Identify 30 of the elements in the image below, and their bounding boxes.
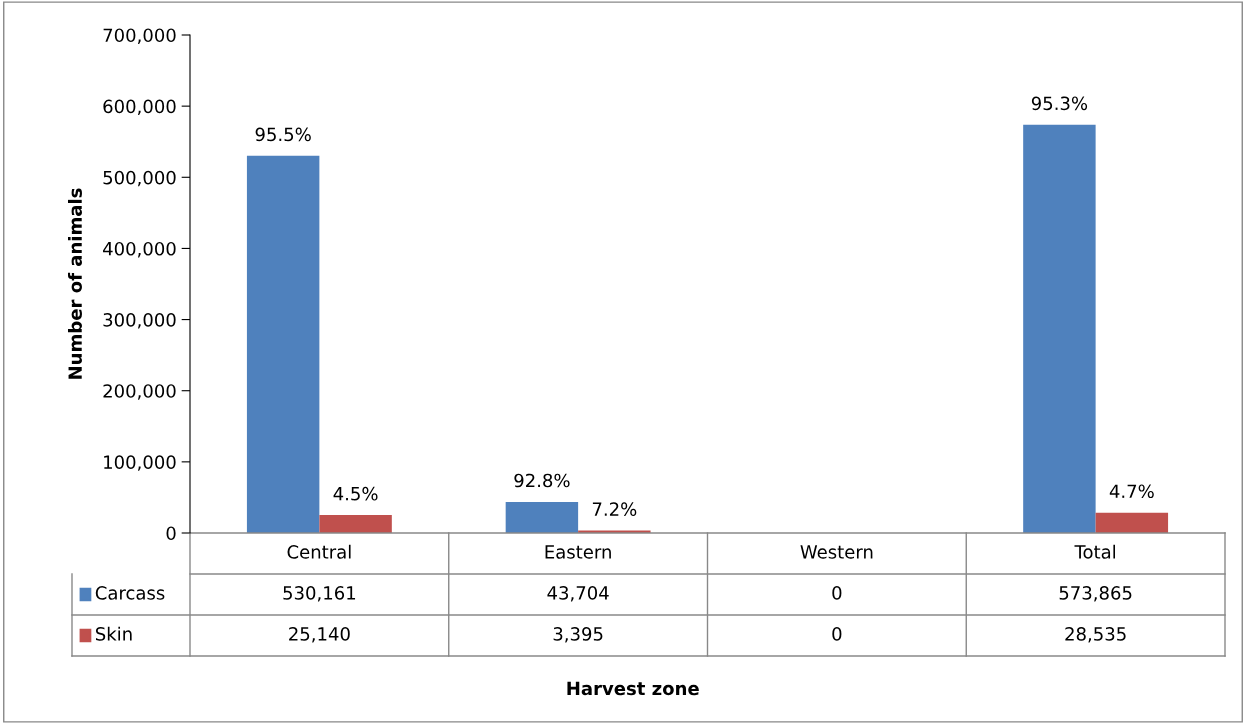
x-tick-label: Eastern (545, 545, 611, 559)
data-label: 0 (832, 586, 842, 600)
data-label: 3,395 (553, 627, 603, 643)
y-tick-label: 300,000 (103, 313, 176, 329)
y-tick-label: 700,000 (103, 28, 176, 44)
data-label: 43,704 (547, 586, 609, 602)
x-tick-label: Central (287, 544, 351, 559)
legend-label: Skin (95, 626, 132, 641)
annotation: 4.7% (1109, 484, 1154, 499)
x-tick-label: Western (800, 545, 873, 559)
x-tick-label: Total (1074, 544, 1116, 559)
y-tick-label: 0 (166, 526, 176, 541)
y-tick-label: 500,000 (103, 170, 176, 187)
data-label: 28,535 (1065, 627, 1126, 643)
data-label: 530,161 (283, 586, 356, 602)
annotation: 95.5% (255, 127, 311, 142)
annotation: 92.8% (514, 473, 570, 488)
data-label: 0 (832, 627, 842, 641)
annotation: 4.5% (333, 486, 378, 501)
text: Harvest zone (567, 681, 699, 696)
y-tick-label: 200,000 (103, 384, 176, 400)
legend-label: Carcass (95, 586, 165, 600)
annotation: 95.3% (1031, 96, 1088, 111)
y-tick-label: 400,000 (103, 241, 176, 258)
y-tick-label: 100,000 (104, 455, 176, 471)
annotation: 7.2% (592, 502, 637, 516)
y-axis-title: Number of animals (68, 188, 82, 379)
data-label: 573,865 (1059, 586, 1132, 602)
data-label: 25,140 (289, 627, 350, 643)
y-tick-label: 600,000 (103, 99, 176, 116)
